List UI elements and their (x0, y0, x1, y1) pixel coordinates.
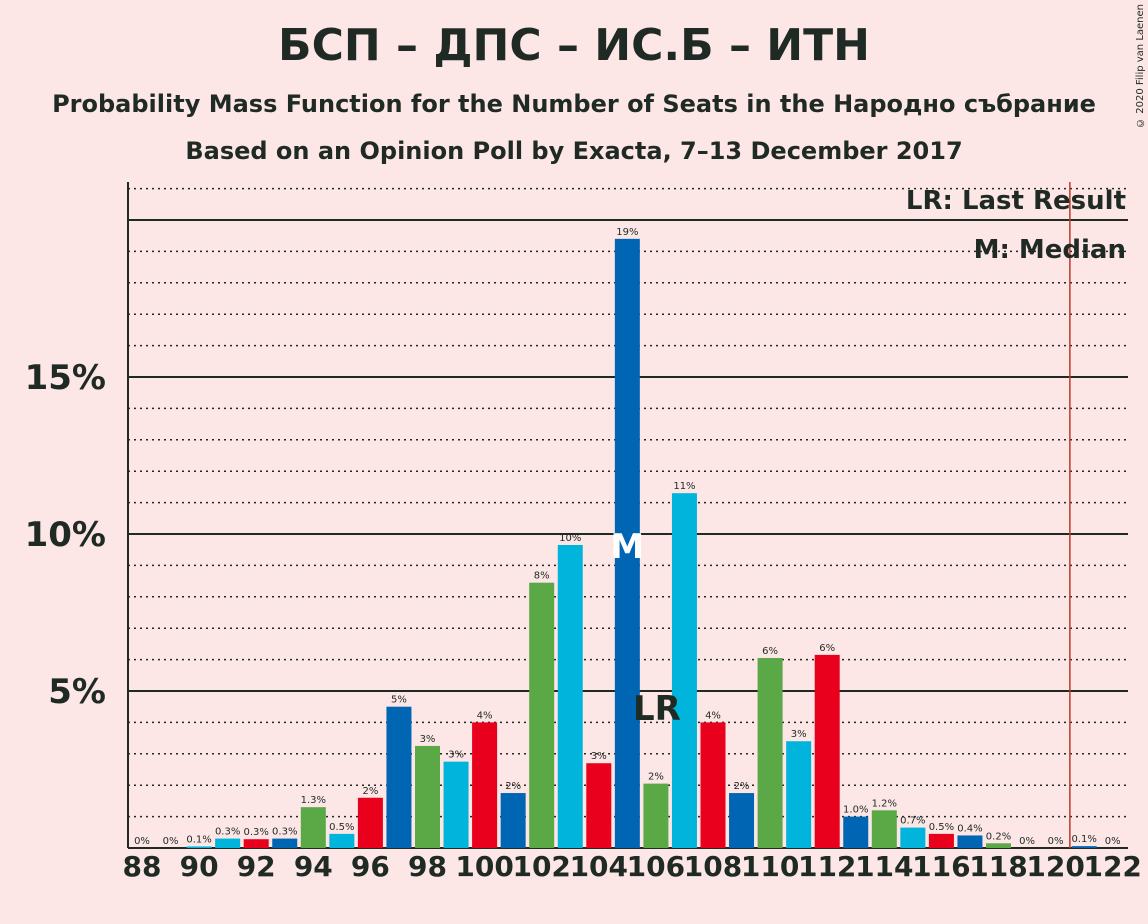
bar-seats-101 (500, 793, 526, 848)
x-tick-label: 120 (1026, 850, 1084, 883)
bar-value-label: 19% (616, 227, 638, 238)
bar-value-label: 0% (163, 836, 179, 847)
chart-subtitle-2: Based on an Opinion Poll by Exacta, 7–13… (185, 137, 963, 165)
bar-seats-95 (329, 833, 355, 848)
bar-seats-110 (757, 658, 783, 848)
bar-value-label: 0.7% (900, 816, 925, 827)
bar-value-label: 1.3% (301, 795, 326, 806)
bar-value-label: 0.5% (929, 822, 954, 833)
bar-value-label: 11% (673, 481, 695, 492)
bar-seats-109 (729, 793, 755, 848)
bar-seats-92 (243, 839, 269, 848)
bar-seats-113 (843, 816, 869, 848)
bar-seats-102 (529, 582, 555, 848)
x-tick-label: 104 (570, 850, 628, 883)
x-tick-label: 96 (351, 850, 390, 883)
legend-entry: M: Median (974, 235, 1126, 265)
bar-value-label: 4% (477, 710, 493, 721)
bar-value-label: 0.2% (986, 831, 1011, 842)
bar-seats-98 (415, 745, 440, 848)
x-tick-label: 92 (237, 850, 276, 883)
bar-seats-96 (357, 797, 383, 848)
bar-value-label: 8% (534, 571, 550, 582)
bar-value-label: 6% (819, 643, 835, 654)
bar-value-label: 0% (1105, 836, 1121, 847)
bar-seats-117 (957, 835, 983, 848)
x-tick-label: 90 (180, 850, 219, 883)
legend-entry: LR: Last Result (906, 186, 1126, 216)
bar-seats-116 (928, 833, 954, 848)
bar-seats-115 (900, 827, 926, 848)
bar-value-label: 0.1% (186, 834, 211, 845)
bar-value-label: 4% (705, 710, 721, 721)
bar-value-label: 2% (505, 781, 521, 792)
x-tick-label: 94 (294, 850, 333, 883)
x-tick-label: 106 (627, 850, 685, 883)
bar-seats-103 (557, 544, 583, 848)
bar-value-label: 0% (1019, 836, 1035, 847)
bar-seats-114 (871, 810, 897, 848)
bar-value-label: 3% (420, 734, 436, 745)
x-tick-label: 88 (123, 850, 162, 883)
bar-seats-112 (814, 654, 840, 848)
bar-seats-97 (386, 706, 412, 848)
bar-seats-90 (186, 846, 212, 848)
y-tick-label: 10% (25, 515, 106, 555)
bar-value-label: 0.3% (243, 827, 268, 838)
bar-seats-108 (700, 722, 726, 848)
bar-seats-99 (443, 761, 469, 848)
x-tick-label: 122 (1083, 850, 1141, 883)
chart-subtitle-1: Probability Mass Function for the Number… (52, 90, 1096, 118)
bar-seats-106 (643, 783, 669, 848)
bar-value-label: 5% (391, 695, 407, 706)
bar-value-label: 2% (734, 781, 750, 792)
x-tick-label: 116 (912, 850, 970, 883)
median-marker: M (610, 527, 644, 567)
bar-value-label: 2% (362, 786, 378, 797)
bar-value-label: 3% (448, 750, 464, 761)
bar-value-label: 0.1% (1071, 834, 1096, 845)
bar-seats-118 (986, 843, 1011, 848)
bar-value-label: 10% (559, 533, 581, 544)
bar-seats-93 (272, 838, 298, 848)
x-tick-label: 100 (455, 850, 513, 883)
bar-value-label: 2% (648, 772, 664, 783)
bar-seats-105 (614, 238, 640, 849)
bar-value-label: 0.3% (215, 827, 240, 838)
x-tick-label: 110 (741, 850, 799, 883)
bar-value-label: 0.4% (957, 823, 982, 834)
x-tick-label: 118 (969, 850, 1027, 883)
bar-value-label: 0% (134, 836, 150, 847)
bar-value-label: 0% (1048, 836, 1064, 847)
last-result-marker: LR (633, 689, 681, 729)
bar-value-label: 0.5% (329, 822, 354, 833)
x-tick-label: 112 (798, 850, 856, 883)
x-tick-label: 98 (408, 850, 447, 883)
bar-seats-111 (786, 741, 812, 848)
bar-seats-121 (1071, 846, 1097, 848)
bar-seats-91 (215, 838, 241, 848)
bar-seats-100 (472, 722, 498, 848)
bar-seats-104 (586, 763, 612, 848)
bar-seats-107 (671, 493, 697, 848)
x-tick-label: 102 (512, 850, 570, 883)
x-tick-label: 114 (855, 850, 913, 883)
bar-value-label: 3% (591, 751, 607, 762)
bar-value-label: 0.3% (272, 827, 297, 838)
y-tick-label: 5% (48, 672, 106, 712)
chart-title: БСП – ДПС – ИС.Б – ИТН (278, 20, 870, 71)
bar-value-label: 1.2% (872, 798, 897, 809)
bar-value-label: 6% (762, 646, 778, 657)
bar-seats-94 (300, 807, 326, 848)
bar-value-label: 3% (791, 729, 807, 740)
x-tick-label: 108 (684, 850, 742, 883)
y-tick-label: 15% (25, 358, 106, 398)
bar-value-label: 1.0% (843, 805, 868, 816)
